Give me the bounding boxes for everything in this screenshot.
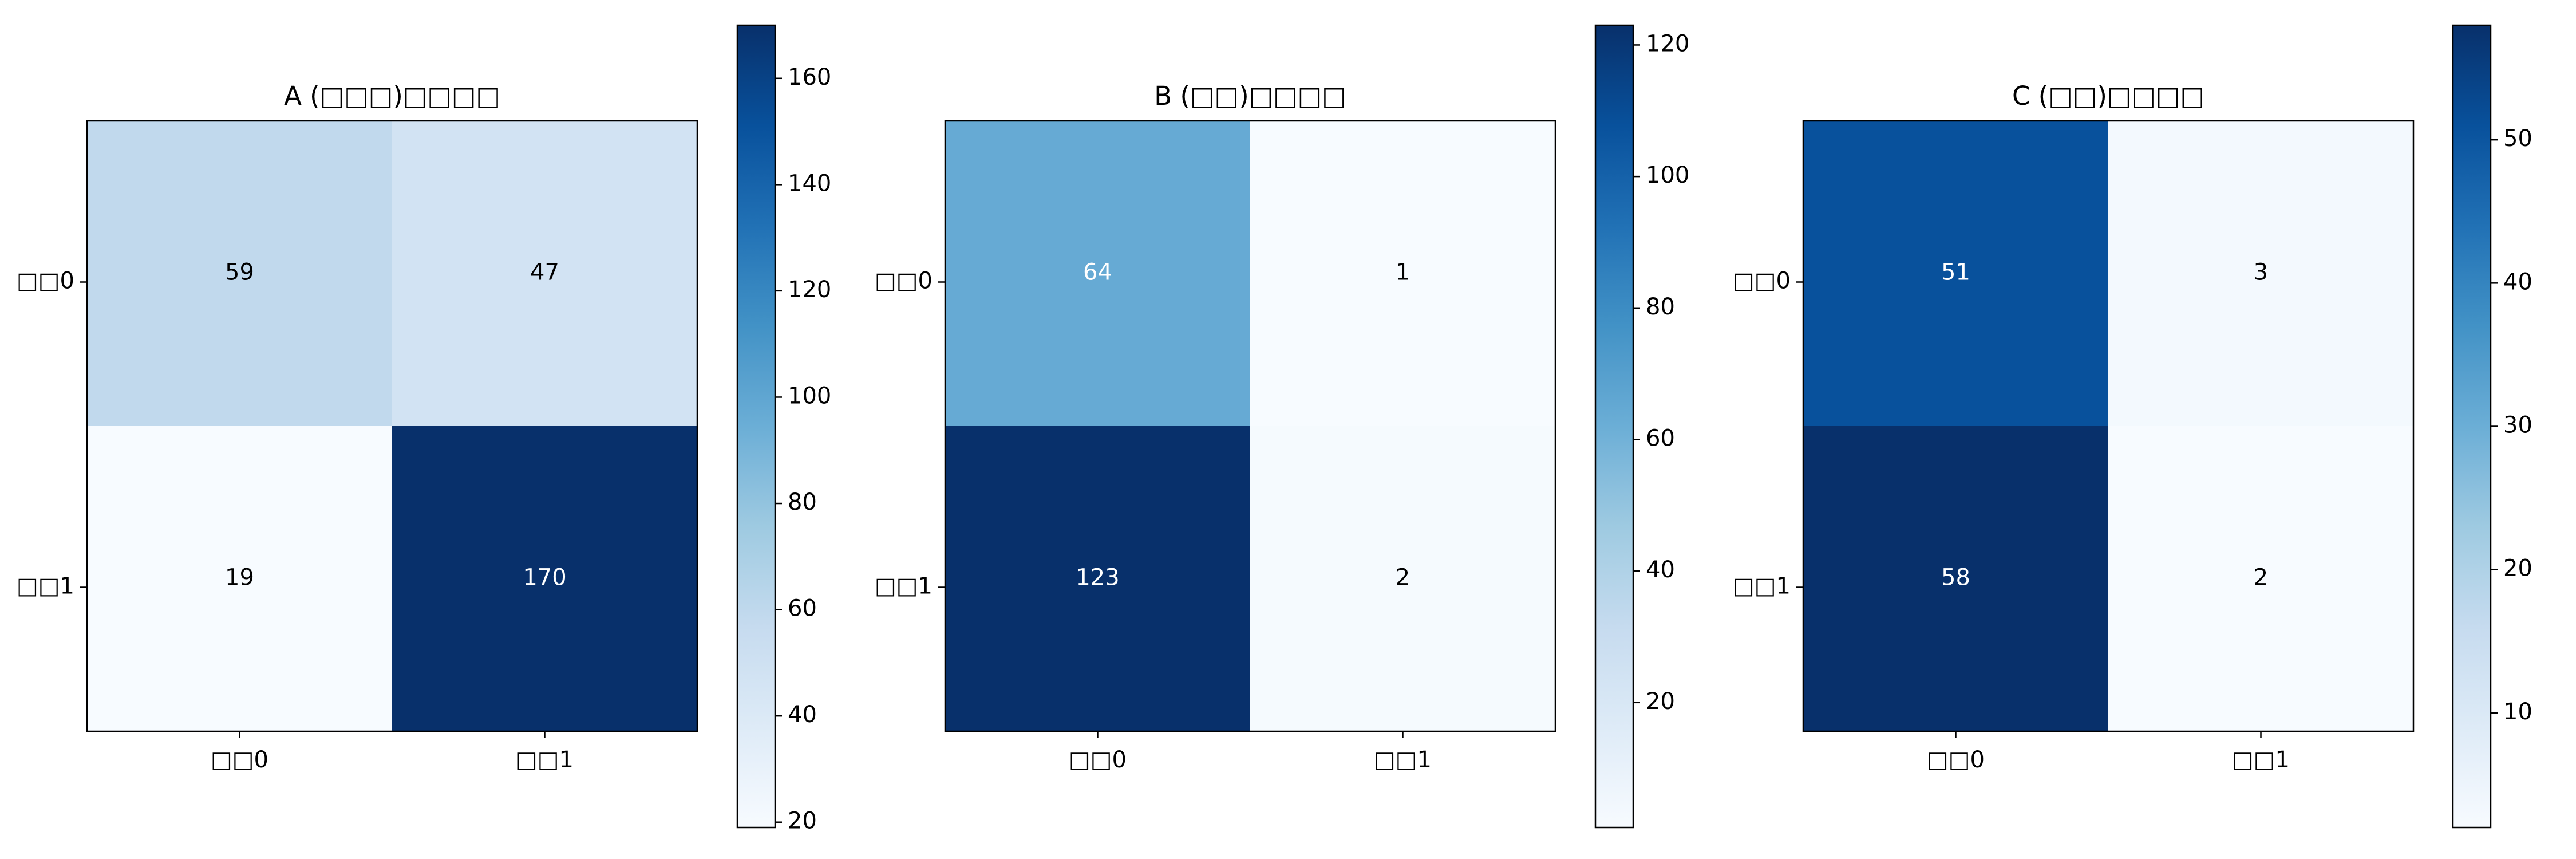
colorbar-tick-label: 160 xyxy=(788,64,831,90)
cell-value-label: 3 xyxy=(2254,259,2268,286)
x-tick-label: □□0 xyxy=(211,747,268,773)
colorbar-tick-label: 20 xyxy=(788,808,817,834)
heatmap-cell xyxy=(87,426,392,731)
cell-value-label: 2 xyxy=(1396,565,1410,591)
colorbar-tick-label: 30 xyxy=(2503,412,2532,439)
cell-value-label: 47 xyxy=(530,259,559,286)
colorbar-tick-label: 50 xyxy=(2503,125,2532,152)
colorbar-tick-label: 80 xyxy=(788,489,817,515)
heatmap-cell xyxy=(1250,426,1555,731)
cell-value-label: 58 xyxy=(1941,565,1970,591)
y-tick-label: □□0 xyxy=(17,268,74,294)
axes-frame xyxy=(1802,120,2415,732)
y-tick-label: □□0 xyxy=(875,268,933,294)
colorbar-tick-label: 100 xyxy=(788,383,831,409)
heatmap-cell xyxy=(392,426,697,731)
heatmap-cell xyxy=(945,426,1250,731)
colorbar xyxy=(2452,24,2492,829)
axes-frame xyxy=(86,120,698,732)
y-tick-label: □□0 xyxy=(1733,268,1791,294)
axes-frame xyxy=(944,120,1556,732)
colorbar-tick-label: 80 xyxy=(1646,294,1675,320)
colorbar-tick-label: 40 xyxy=(2503,269,2532,295)
colorbar xyxy=(736,24,776,829)
colorbar-tick-label: 60 xyxy=(788,596,817,622)
heatmap-cell xyxy=(87,121,392,426)
colorbar-tick-label: 20 xyxy=(2503,555,2532,582)
colorbar-tick-label: 140 xyxy=(788,170,831,196)
y-tick-label: □□1 xyxy=(17,573,74,600)
colorbar xyxy=(1594,24,1634,829)
heatmap-cell xyxy=(1803,121,2108,426)
heatmap-cell xyxy=(392,121,697,426)
x-tick-label: □□0 xyxy=(1927,747,1985,773)
chart-title: A (□□□)□□□□ xyxy=(284,81,500,111)
cell-value-label: 51 xyxy=(1941,259,1970,286)
heatmap-cell xyxy=(1250,121,1555,426)
colorbar-tick-label: 120 xyxy=(788,277,831,303)
chart-title: C (□□)□□□□ xyxy=(2012,81,2204,111)
y-tick-label: □□1 xyxy=(875,573,933,600)
colorbar-tick-label: 20 xyxy=(1646,688,1675,715)
cell-value-label: 59 xyxy=(225,259,254,286)
heatmap-cell xyxy=(945,121,1250,426)
y-tick-label: □□1 xyxy=(1733,573,1791,600)
x-tick-label: □□1 xyxy=(2232,747,2290,773)
heatmap-cell xyxy=(1803,426,2108,731)
cell-value-label: 1 xyxy=(1396,259,1410,286)
cell-value-label: 64 xyxy=(1083,259,1112,286)
colorbar-tick-label: 10 xyxy=(2503,699,2532,725)
cell-value-label: 19 xyxy=(225,565,254,591)
colorbar-tick-label: 40 xyxy=(1646,557,1675,583)
chart-title: B (□□)□□□□ xyxy=(1154,81,1346,111)
colorbar-tick-label: 100 xyxy=(1646,162,1689,188)
cell-value-label: 2 xyxy=(2254,565,2268,591)
heatmap-cell xyxy=(2108,121,2413,426)
cell-value-label: 123 xyxy=(1076,565,1119,591)
x-tick-label: □□1 xyxy=(1374,747,1432,773)
colorbar-tick-label: 60 xyxy=(1646,425,1675,451)
heatmap-cell xyxy=(2108,426,2413,731)
x-tick-label: □□0 xyxy=(1069,747,1127,773)
cell-value-label: 170 xyxy=(523,565,566,591)
colorbar-tick-label: 120 xyxy=(1646,30,1689,57)
x-tick-label: □□1 xyxy=(516,747,574,773)
colorbar-tick-label: 40 xyxy=(788,702,817,728)
